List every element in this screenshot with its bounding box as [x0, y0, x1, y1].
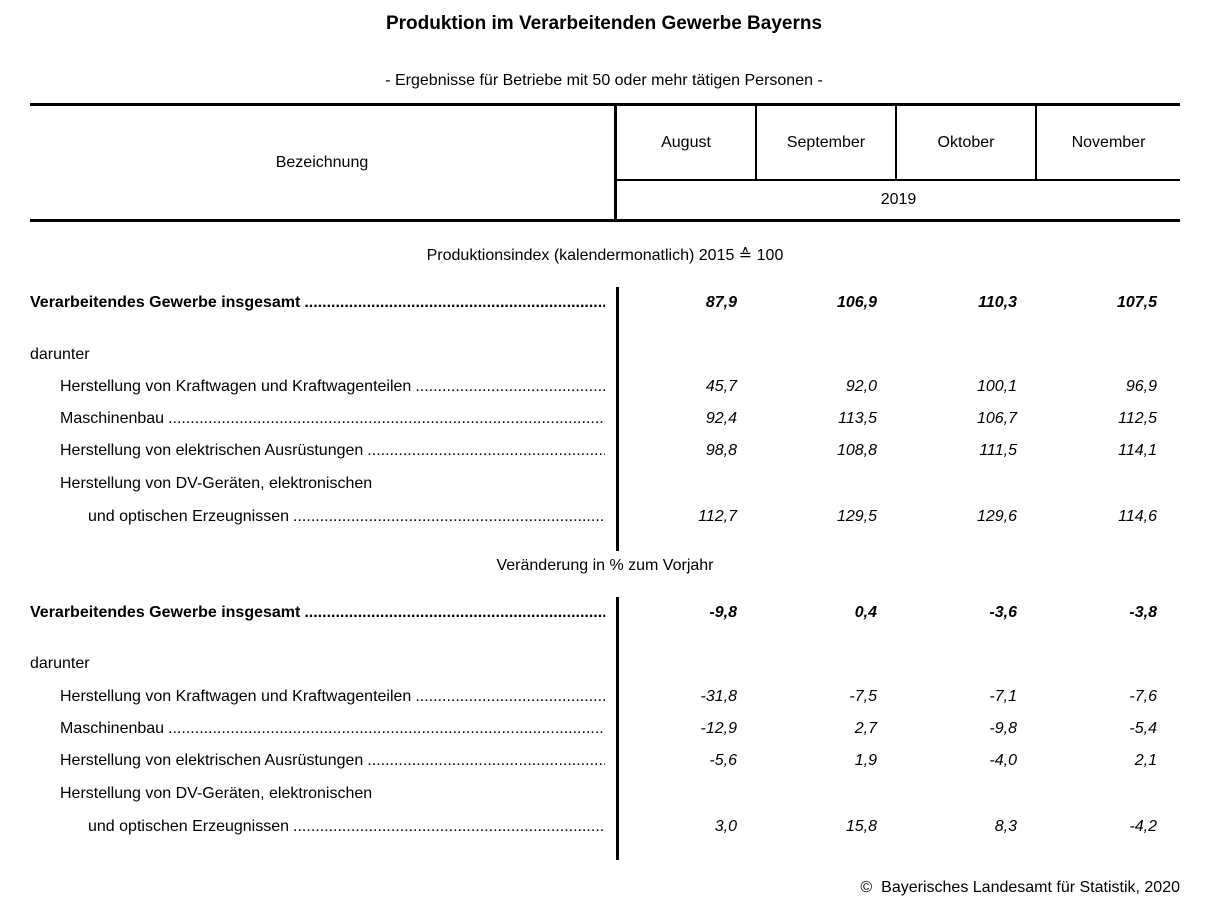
- header-cell-november: November: [1037, 106, 1180, 181]
- value-cell: 108,8: [836, 442, 877, 459]
- table-row: Verarbeitendes Gewerbe insgesamt 87,9 10…: [30, 292, 1180, 314]
- row-label: Herstellung von elektrischen Ausrüstunge…: [60, 442, 364, 459]
- table-row: und optischen Erzeugnissen 112,7 129,5 1…: [30, 506, 1180, 528]
- value-cell: 129,6: [976, 508, 1017, 525]
- header-cell-oktober: Oktober: [897, 106, 1037, 181]
- page-subtitle: - Ergebnisse für Betriebe mit 50 oder me…: [385, 72, 823, 89]
- value-cell: -3,6: [989, 604, 1017, 621]
- row-label: und optischen Erzeugnissen: [88, 818, 290, 835]
- value-cell: -4,0: [989, 752, 1017, 769]
- column-divider-line: [616, 597, 619, 860]
- row-label: Maschinenbau: [60, 720, 165, 737]
- row-label: darunter: [30, 655, 90, 672]
- value-cell: 112,7: [698, 508, 737, 525]
- value-cell: -12,9: [700, 720, 737, 737]
- row-label: Herstellung von DV-Geräten, elektronisch…: [60, 785, 373, 802]
- table-row: Herstellung von DV-Geräten, elektronisch…: [30, 783, 1180, 805]
- dot-leader: [293, 506, 605, 528]
- table-row: Herstellung von DV-Geräten, elektronisch…: [30, 473, 1180, 495]
- section-heading-veraenderung: Veränderung in % zum Vorjahr: [496, 557, 714, 574]
- header-cell-year: 2019: [880, 191, 917, 208]
- value-cell: -4,2: [1129, 818, 1157, 835]
- value-cell: 107,5: [1116, 294, 1157, 311]
- table-row: darunter: [30, 653, 1180, 675]
- row-label: Herstellung von Kraftwagen und Kraftwage…: [60, 688, 412, 705]
- value-cell: 92,0: [845, 378, 877, 395]
- value-cell: -7,5: [849, 688, 877, 705]
- page-title: Produktion im Verarbeitenden Gewerbe Bay…: [385, 13, 823, 34]
- copyright-icon: ©: [860, 879, 873, 896]
- value-cell: 114,6: [1118, 508, 1157, 525]
- value-cell: 106,7: [976, 410, 1017, 427]
- dot-leader: [293, 816, 605, 838]
- dot-leader: [415, 686, 605, 708]
- value-cell: 112,5: [1118, 410, 1157, 427]
- section-heading-produktionsindex: Produktionsindex (kalendermonatlich) 201…: [426, 247, 784, 264]
- value-cell: -7,1: [989, 688, 1017, 705]
- value-cell: 2,7: [854, 720, 877, 737]
- value-cell: 8,3: [994, 818, 1017, 835]
- value-cell: -9,8: [989, 720, 1017, 737]
- value-cell: -5,6: [709, 752, 737, 769]
- value-cell: 98,8: [705, 442, 737, 459]
- value-cell: 96,9: [1125, 378, 1157, 395]
- value-cell: 106,9: [836, 294, 877, 311]
- table-row: und optischen Erzeugnissen 3,0 15,8 8,3 …: [30, 816, 1180, 838]
- table-row: darunter: [30, 344, 1180, 366]
- dot-leader: [304, 602, 605, 624]
- value-cell: 114,1: [1118, 442, 1157, 459]
- dot-leader: [415, 376, 605, 398]
- value-cell: 15,8: [845, 818, 877, 835]
- value-cell: 111,5: [979, 442, 1017, 459]
- table-row: Herstellung von Kraftwagen und Kraftwage…: [30, 376, 1180, 398]
- value-cell: 87,9: [705, 294, 737, 311]
- value-cell: 0,4: [854, 604, 877, 621]
- value-cell: -7,6: [1129, 688, 1157, 705]
- value-cell: 110,3: [978, 294, 1017, 311]
- row-label: Maschinenbau: [60, 410, 165, 427]
- row-label: Verarbeitendes Gewerbe insgesamt: [30, 294, 301, 311]
- table-row: Maschinenbau -12,9 2,7 -9,8 -5,4: [30, 718, 1180, 740]
- value-cell: 92,4: [705, 410, 737, 427]
- row-label: Herstellung von elektrischen Ausrüstunge…: [60, 752, 364, 769]
- value-cell: -31,8: [700, 688, 737, 705]
- value-cell: 3,0: [714, 818, 737, 835]
- table-row: Herstellung von Kraftwagen und Kraftwage…: [30, 686, 1180, 708]
- header-cell-august: August: [617, 106, 757, 181]
- dot-leader: [304, 292, 605, 314]
- row-label: Herstellung von Kraftwagen und Kraftwage…: [60, 378, 412, 395]
- dot-leader: [168, 718, 605, 740]
- table-row: Verarbeitendes Gewerbe insgesamt -9,8 0,…: [30, 602, 1180, 624]
- table-row: Maschinenbau 92,4 113,5 106,7 112,5: [30, 408, 1180, 430]
- value-cell: 129,5: [836, 508, 877, 525]
- value-cell: 113,5: [838, 410, 877, 427]
- dot-leader: [168, 408, 605, 430]
- value-cell: 45,7: [705, 378, 737, 395]
- dot-leader: [367, 750, 605, 772]
- dot-leader: [367, 440, 605, 462]
- row-label: Verarbeitendes Gewerbe insgesamt: [30, 604, 301, 621]
- header-cell-september: September: [757, 106, 897, 181]
- value-cell: 100,1: [976, 378, 1017, 395]
- value-cell: 2,1: [1134, 752, 1157, 769]
- copyright-notice: © Bayerisches Landesamt für Statistik, 20…: [860, 877, 1180, 899]
- header-cell-bezeichnung: Bezeichnung: [30, 106, 617, 219]
- value-cell: 1,9: [854, 752, 877, 769]
- row-label: Herstellung von DV-Geräten, elektronisch…: [60, 475, 373, 492]
- table-row: Herstellung von elektrischen Ausrüstunge…: [30, 440, 1180, 462]
- value-cell: -3,8: [1129, 604, 1157, 621]
- value-cell: -9,8: [709, 604, 737, 621]
- table-row: Herstellung von elektrischen Ausrüstunge…: [30, 750, 1180, 772]
- row-label: darunter: [30, 346, 90, 363]
- value-cell: -5,4: [1129, 720, 1157, 737]
- copyright-text: Bayerisches Landesamt für Statistik, 202…: [881, 879, 1180, 896]
- table-header: Bezeichnung August September Oktober Nov…: [30, 103, 1180, 222]
- column-divider-line: [616, 287, 619, 551]
- row-label: und optischen Erzeugnissen: [88, 508, 290, 525]
